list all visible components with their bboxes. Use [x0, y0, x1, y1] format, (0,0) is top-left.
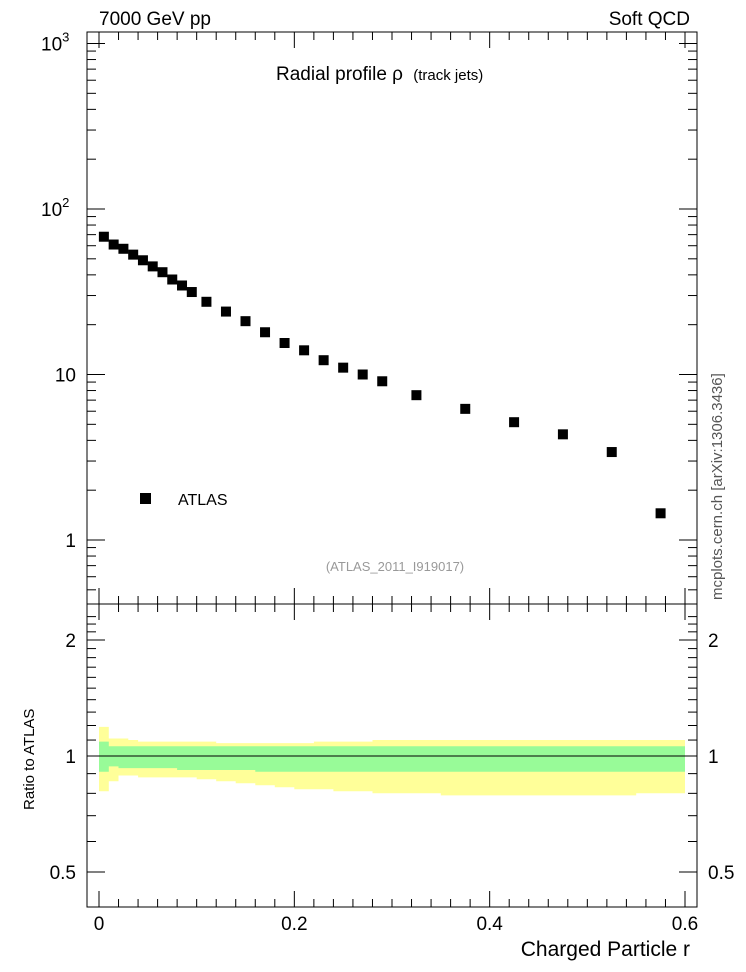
data-point — [606, 447, 617, 458]
y-tick-label: 10 — [55, 366, 76, 387]
ratio-y-tick-label: 1 — [65, 747, 76, 768]
ratio-axis-ticks: 0 0.2 0.4 0.6 0.5 0.5 1 1 2 2 — [50, 604, 734, 935]
data-point — [98, 231, 109, 242]
y-tick-label-base: 10 — [41, 35, 62, 56]
data-point — [137, 255, 148, 266]
x-axis-title: Charged Particle r — [521, 938, 690, 961]
x-tick-label: 0.4 — [476, 914, 503, 935]
plot-title: Radial profile ρ (track jets) — [276, 64, 483, 85]
data-point — [167, 274, 178, 285]
data-point — [118, 243, 129, 254]
data-point — [177, 280, 188, 291]
legend-label: ATLAS — [178, 492, 228, 509]
data-point — [377, 376, 388, 387]
data-point — [260, 327, 271, 338]
plot-title-sub: (track jets) — [413, 67, 483, 84]
y-tick-label: 1 — [65, 531, 76, 552]
data-point — [201, 296, 212, 307]
data-point — [338, 362, 349, 373]
data-point — [186, 287, 197, 298]
data-point — [655, 508, 666, 519]
data-point — [557, 429, 568, 440]
data-markers — [98, 231, 666, 519]
data-point — [279, 338, 290, 349]
ratio-y-tick-label-right: 1 — [708, 747, 719, 768]
data-point — [509, 417, 520, 428]
ratio-y-tick-label-right: 0.5 — [708, 863, 734, 884]
y-tick-label-base: 10 — [41, 200, 62, 221]
ratio-bands — [99, 726, 685, 796]
data-point — [411, 390, 422, 401]
data-point — [318, 355, 329, 366]
x-tick-label: 0.2 — [281, 914, 307, 935]
data-point — [357, 369, 368, 380]
x-tick-label: 0.6 — [672, 914, 698, 935]
data-point — [240, 316, 251, 327]
ratio-y-tick-label: 0.5 — [50, 863, 76, 884]
category-label: Soft QCD — [609, 9, 690, 30]
main-plot-frame — [86, 31, 698, 605]
data-point — [460, 403, 471, 414]
ratio-band-stat — [99, 741, 685, 772]
ratio-y-tick-label: 2 — [65, 631, 76, 652]
plot-title-main: Radial profile ρ — [276, 64, 403, 85]
legend-marker — [140, 493, 151, 504]
energy-label: 7000 GeV pp — [99, 9, 211, 30]
analysis-id: (ATLAS_2011_I919017) — [326, 559, 464, 574]
ratio-ylabel: Ratio to ATLAS — [21, 709, 38, 810]
data-point — [157, 267, 168, 278]
data-point — [147, 261, 158, 272]
side-credit: mcplots.cern.ch [arXiv:1306.3436] — [709, 373, 726, 600]
ratio-y-tick-label-right: 2 — [708, 631, 719, 652]
data-point — [299, 345, 310, 356]
y-tick-label-exponent: 3 — [62, 30, 69, 45]
data-point — [128, 249, 139, 260]
data-point — [220, 306, 231, 317]
x-tick-label: 0 — [94, 914, 105, 935]
y-tick-label: 103 — [41, 30, 69, 56]
data-point — [108, 239, 119, 250]
y-tick-label: 102 — [41, 195, 69, 221]
y-tick-label-exponent: 2 — [62, 195, 69, 210]
